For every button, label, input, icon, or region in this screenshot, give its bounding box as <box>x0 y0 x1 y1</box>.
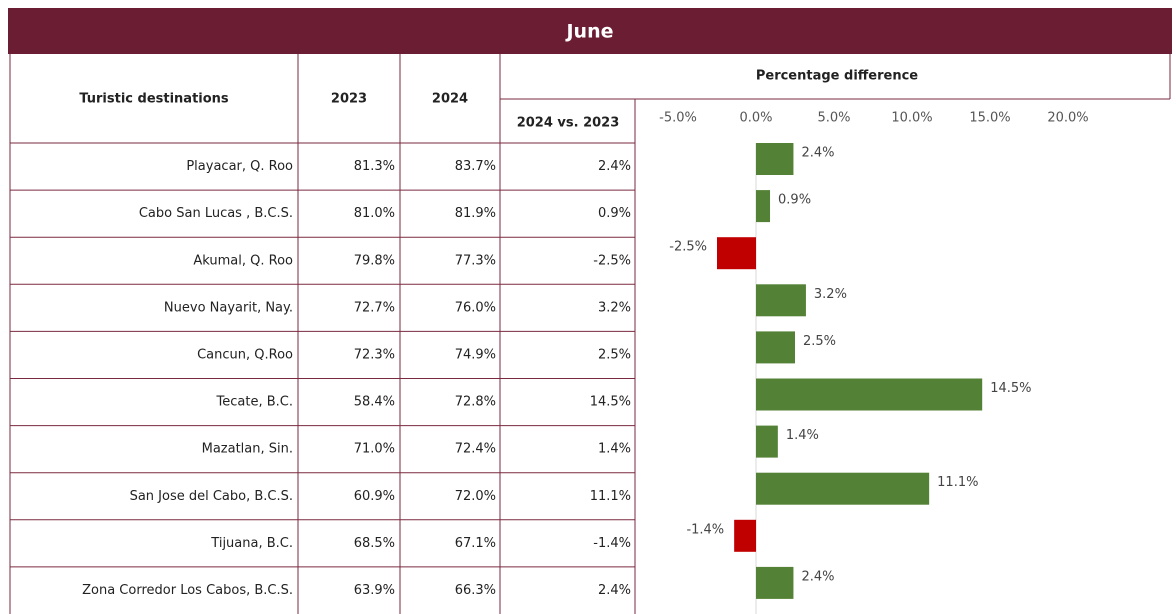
cell: 79.8% <box>354 253 395 268</box>
cell: 81.9% <box>455 206 496 221</box>
cell: 1.4% <box>598 442 631 457</box>
value-label: 3.2% <box>814 287 847 302</box>
cell: -2.5% <box>593 253 631 268</box>
value-label: 1.4% <box>786 428 819 443</box>
cell: Cancun, Q.Roo <box>197 347 293 362</box>
header: 2023 <box>331 92 367 107</box>
bar <box>734 519 756 552</box>
value-label: -1.4% <box>686 522 724 537</box>
cell: 72.0% <box>455 489 496 504</box>
cell: Playacar, Q. Roo <box>186 159 293 174</box>
cell: 72.4% <box>455 442 496 457</box>
cell: San Jose del Cabo, B.C.S. <box>130 489 293 504</box>
cell: 76.0% <box>455 300 496 315</box>
bar <box>756 566 794 599</box>
cell: -1.4% <box>593 536 631 551</box>
cell: 0.9% <box>598 206 631 221</box>
cell: 81.0% <box>354 206 395 221</box>
header: Turistic destinations <box>79 92 229 107</box>
title: June <box>564 21 613 43</box>
cell: Akumal, Q. Roo <box>193 253 293 268</box>
x-tick-label: 5.0% <box>817 111 850 126</box>
cell: 3.2% <box>598 300 631 315</box>
cell: 14.5% <box>590 395 631 410</box>
cell: 72.3% <box>354 347 395 362</box>
cell: 66.3% <box>455 583 496 598</box>
value-label: 2.4% <box>801 569 834 584</box>
bar <box>756 378 983 411</box>
bar <box>756 143 794 175</box>
cell: Zona Corredor Los Cabos, B.C.S. <box>82 583 293 598</box>
bar <box>756 190 771 223</box>
title-bar <box>8 8 1172 54</box>
bar <box>717 237 756 270</box>
cell: 2.4% <box>598 583 631 598</box>
cell: 72.7% <box>354 300 395 315</box>
x-tick-label: -5.0% <box>659 111 697 126</box>
cell: 67.1% <box>455 536 496 551</box>
cell: Tijuana, B.C. <box>210 536 293 551</box>
cell: 58.4% <box>354 395 395 410</box>
cell: 83.7% <box>455 159 496 174</box>
cell: 71.0% <box>354 442 395 457</box>
bar <box>756 284 806 317</box>
x-tick-label: 0.0% <box>739 111 772 126</box>
x-tick-label: 15.0% <box>969 111 1010 126</box>
cell: 63.9% <box>354 583 395 598</box>
cell: 77.3% <box>455 253 496 268</box>
x-tick-label: 10.0% <box>891 111 932 126</box>
cell: Nuevo Nayarit, Nay. <box>164 300 293 315</box>
x-tick-label: 20.0% <box>1047 111 1088 126</box>
header: 2024 vs. 2023 <box>517 116 620 131</box>
bar <box>756 331 795 364</box>
value-label: 0.9% <box>778 193 811 208</box>
value-label: 14.5% <box>990 381 1031 396</box>
cell: Tecate, B.C. <box>216 395 293 410</box>
value-label: -2.5% <box>669 240 707 255</box>
bar <box>756 425 778 458</box>
cell: 2.4% <box>598 159 631 174</box>
cell: Mazatlan, Sin. <box>202 442 293 457</box>
header: Percentage difference <box>756 69 918 84</box>
cell: 11.1% <box>590 489 631 504</box>
bar <box>756 472 930 505</box>
cell: 74.9% <box>455 347 496 362</box>
cell: Cabo San Lucas , B.C.S. <box>139 206 293 221</box>
value-label: 2.4% <box>801 146 834 161</box>
cell: 60.9% <box>354 489 395 504</box>
value-label: 2.5% <box>803 334 836 349</box>
cell: 2.5% <box>598 347 631 362</box>
value-label: 11.1% <box>937 475 978 490</box>
header: 2024 <box>432 92 468 107</box>
cell: 81.3% <box>354 159 395 174</box>
cell: 72.8% <box>455 395 496 410</box>
cell: 68.5% <box>354 536 395 551</box>
